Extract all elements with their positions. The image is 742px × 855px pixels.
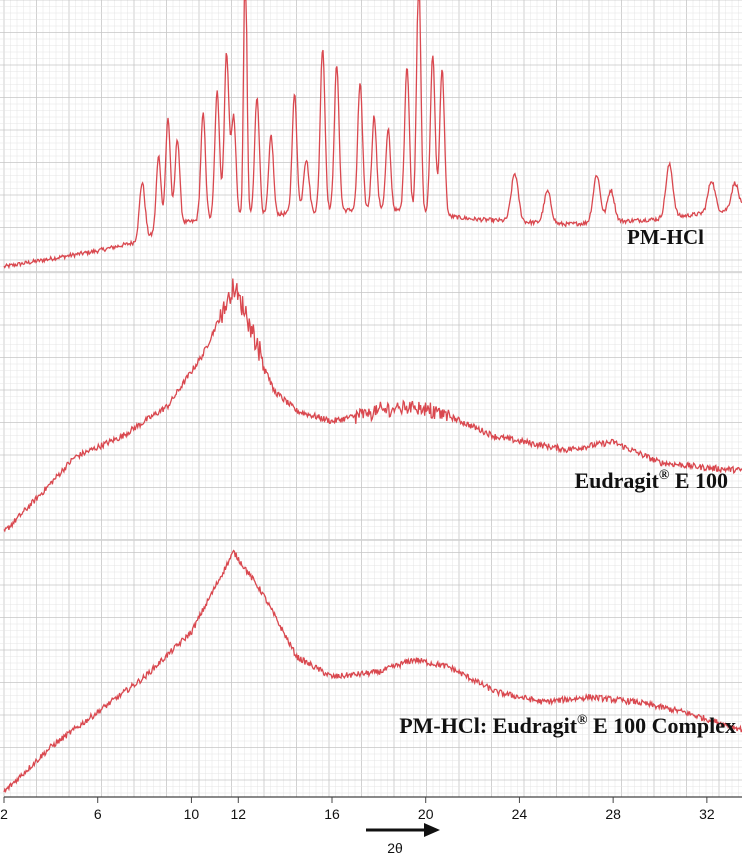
x-tick-label: 32 bbox=[699, 806, 715, 822]
series-trace bbox=[3, 549, 742, 794]
series-label-main: Eudragit bbox=[574, 468, 659, 493]
x-tick-label: 6 bbox=[94, 806, 102, 822]
series-label-sup: ® bbox=[659, 468, 670, 483]
series-trace bbox=[3, 278, 742, 533]
x-axis-title: 2θ bbox=[387, 840, 403, 855]
x-tick-label: 28 bbox=[605, 806, 621, 822]
series-label-complex: PM-HCl: Eudragit® E 100 Complex bbox=[399, 713, 736, 738]
series-label-main: PM-HCl bbox=[627, 225, 704, 249]
x-tick-label: 16 bbox=[324, 806, 340, 822]
series-label-main: PM-HCl: Eudragit bbox=[399, 713, 577, 738]
series-label-sup: ® bbox=[577, 713, 588, 728]
series-label-suffix: E 100 Complex bbox=[588, 713, 737, 738]
series-trace bbox=[3, 0, 742, 270]
x-axis: 2 6 10 12 16 20 24 28 32 bbox=[0, 796, 742, 822]
x-axis-ticks: 2 6 10 12 16 20 24 28 32 bbox=[0, 797, 715, 822]
series-label-suffix: E 100 bbox=[669, 468, 728, 493]
direction-arrow-icon bbox=[366, 823, 440, 837]
x-tick-label: 2 bbox=[0, 806, 8, 822]
chart-traces bbox=[3, 0, 742, 794]
x-tick-label: 10 bbox=[184, 806, 200, 822]
chart-grid bbox=[0, 0, 742, 797]
series-label-pm-hcl: PM-HCl bbox=[627, 225, 704, 249]
x-tick-label: 20 bbox=[418, 806, 434, 822]
series-label-eudragit: Eudragit® E 100 bbox=[574, 468, 728, 493]
x-tick-label: 24 bbox=[512, 806, 528, 822]
x-tick-label: 12 bbox=[230, 806, 246, 822]
